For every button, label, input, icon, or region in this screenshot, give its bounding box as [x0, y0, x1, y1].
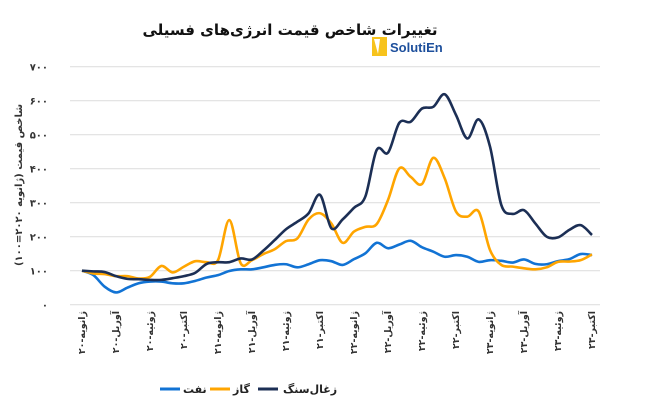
y-tick-label: ۵۰۰	[30, 131, 48, 142]
series-lines	[81, 92, 593, 294]
logo: SolutiEn	[372, 37, 443, 56]
x-tick-label: آوریل-۲۰	[109, 310, 122, 353]
series-line-0	[81, 92, 593, 282]
logo-text: SolutiEn	[390, 40, 443, 55]
y-tick-label: ۲۰۰	[30, 233, 48, 244]
x-tick-label: ژوئیه-۲۳	[553, 311, 564, 351]
x-tick-label: آوریل-۲۲	[381, 310, 394, 353]
x-tick-label: ژانویه-۲۰	[77, 311, 88, 354]
y-tick-label: ۴۰۰	[30, 165, 48, 176]
legend: زغال‌سنگ گاز نفت	[160, 382, 337, 396]
y-tick-label: ۱۰۰	[30, 267, 48, 278]
x-tick-label: ژانویه-۲۳	[485, 311, 496, 354]
x-tick-label: آوریل-۲۳	[517, 310, 530, 353]
y-tick-label: ۷۰۰	[30, 63, 48, 74]
y-tick-label: ۰	[42, 301, 48, 312]
x-tick-label: اکتبر-۲۳	[587, 311, 598, 349]
x-tick-label: اکتبر-۲۱	[315, 311, 326, 349]
y-axis-label: شاخص قیمت (ژانویه ۲۰۲۰=۱۰۰)	[14, 104, 25, 266]
logo-mark-cut	[374, 39, 380, 54]
x-axis-ticks: ژانویه-۲۰ آوریل-۲۰ ژوئیه-۲۰ اکتبر-۲۰ ژانویه-…	[77, 310, 598, 354]
x-tick-label: ژوئیه-۲۱	[281, 311, 292, 351]
x-tick-label: اکتبر-۲۲	[451, 311, 462, 349]
chart-title: تغییرات شاخص قیمت انرژی‌های فسیلی	[142, 21, 437, 39]
x-tick-label: ژوئیه-۲۲	[417, 311, 428, 351]
y-tick-label: ۶۰۰	[30, 97, 48, 108]
gridlines	[70, 66, 600, 306]
x-tick-label: اکتبر-۲۰	[179, 311, 190, 349]
legend-label: نفت	[183, 383, 207, 396]
x-tick-label: ژوئیه-۲۰	[145, 311, 156, 351]
series-line-2	[81, 239, 593, 294]
x-tick-label: ژانویه-۲۱	[213, 311, 224, 354]
y-tick-label: ۳۰۰	[30, 199, 48, 210]
y-axis-ticks: ۰ ۱۰۰ ۲۰۰ ۳۰۰ ۴۰۰ ۵۰۰ ۶۰۰ ۷۰۰	[30, 63, 48, 312]
x-tick-label: آوریل-۲۱	[245, 310, 258, 353]
series-line-1	[81, 156, 593, 280]
legend-label: گاز	[232, 383, 250, 396]
legend-label: زغال‌سنگ	[283, 382, 337, 396]
x-tick-label: ژانویه-۲۲	[349, 311, 360, 354]
